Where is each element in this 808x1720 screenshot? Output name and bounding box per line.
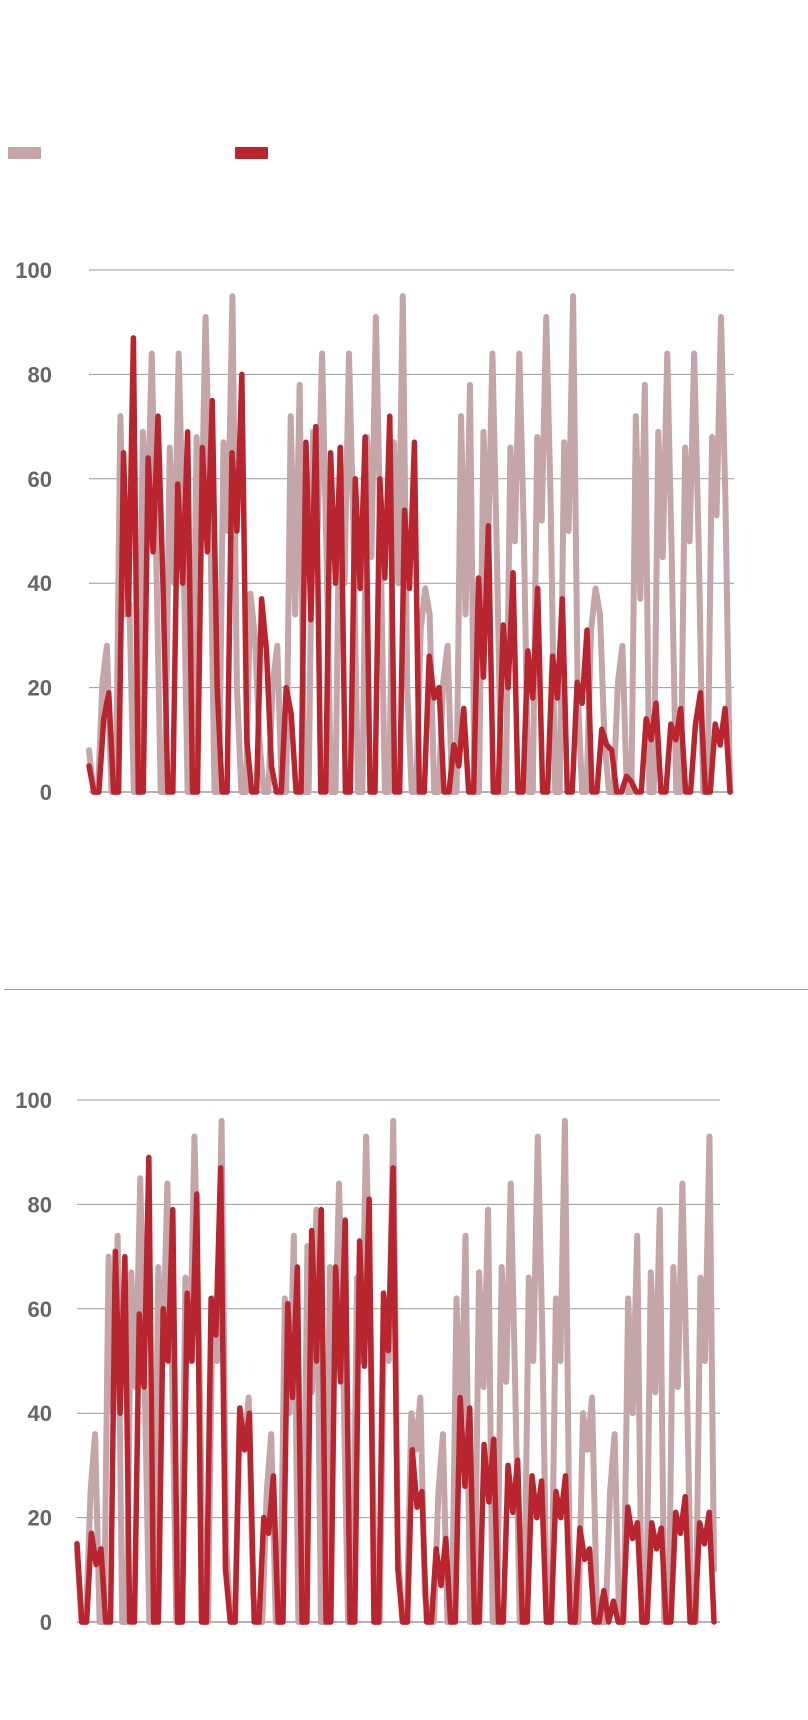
top-y-tick-label-40: 40 <box>28 571 52 596</box>
line-chart-bottom: 0 20 40 60 80 100 <box>15 1088 720 1635</box>
bottom-y-tick-label-20: 20 <box>28 1506 52 1531</box>
line-chart-top: 0 20 40 60 80 100 <box>15 258 734 805</box>
legend <box>8 145 768 161</box>
top-series-line-light <box>86 293 733 795</box>
top-y-tick-label-100: 100 <box>15 258 52 283</box>
bottom-y-tick-label-80: 80 <box>28 1192 52 1217</box>
legend-item-light-series <box>8 145 49 161</box>
top-y-tick-label-20: 20 <box>28 676 52 701</box>
top-y-tick-label-80: 80 <box>28 362 52 387</box>
chart-divider <box>4 989 808 990</box>
top-y-tick-label-60: 60 <box>28 467 52 492</box>
legend-swatch-dark <box>235 147 268 159</box>
bottom-series-line-dark <box>74 1154 717 1625</box>
legend-item-dark-series <box>235 145 276 161</box>
top-series-line-dark <box>86 335 733 795</box>
legend-swatch-light <box>8 147 41 159</box>
bottom-y-tick-label-40: 40 <box>28 1401 52 1426</box>
bottom-y-tick-label-60: 60 <box>28 1297 52 1322</box>
bottom-y-tick-label-0: 0 <box>40 1610 52 1635</box>
top-y-tick-label-0: 0 <box>40 780 52 805</box>
bottom-y-tick-label-100: 100 <box>15 1088 52 1113</box>
